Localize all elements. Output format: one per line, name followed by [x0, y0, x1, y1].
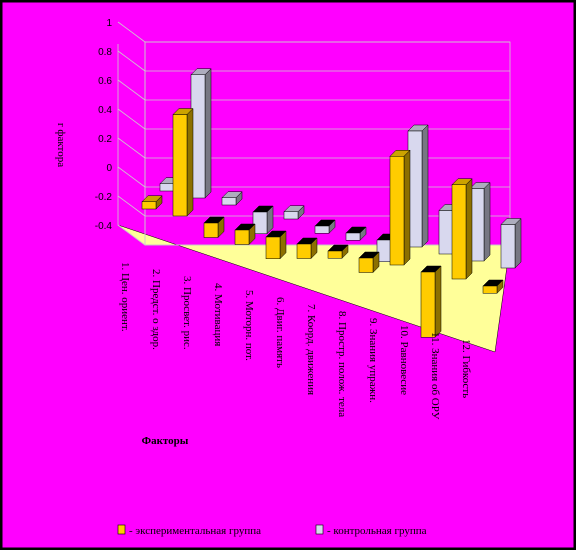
x-tick-label: 8. Простр. полож. тела: [336, 311, 348, 417]
grid-line-side: [117, 166, 146, 188]
legend-label: - экспериментальная группа: [129, 525, 261, 537]
bar: [172, 107, 194, 217]
bar: [221, 191, 243, 206]
bar-front: [500, 224, 516, 269]
bar-front: [314, 225, 330, 234]
bar: [420, 265, 442, 338]
bar: [234, 223, 256, 246]
y-tick-label: 0.2: [98, 134, 112, 145]
bar: [345, 226, 367, 241]
y-tick-label: 0.6: [98, 76, 112, 87]
bar: [141, 195, 163, 210]
y-tick-label: 0.4: [98, 105, 112, 116]
y-axis-label: r фактора: [55, 123, 67, 167]
bar-side: [204, 68, 212, 199]
bar: [314, 219, 336, 234]
bar-front: [358, 257, 374, 273]
bar-front: [159, 183, 175, 192]
x-tick-label: 6. Двиг. память: [274, 297, 286, 368]
bar: [358, 251, 380, 274]
x-tick-label: 5. Моторн. пот.: [243, 290, 255, 361]
bar: [389, 149, 411, 266]
bar-front: [482, 285, 498, 294]
x-tick-label: 2. Предст. о здор.: [150, 269, 162, 350]
legend-swatch: [315, 524, 324, 535]
bar-front: [389, 156, 405, 266]
x-axis-label: Факторы: [142, 435, 189, 447]
grid-line-side: [117, 137, 146, 159]
bar: [283, 205, 305, 220]
grid-line-side: [117, 195, 146, 217]
bar-side: [186, 107, 194, 217]
bar: [327, 244, 349, 259]
grid-line-side: [117, 21, 146, 43]
grid-line-side: [117, 224, 146, 246]
bar: [252, 205, 274, 235]
bar-front: [265, 236, 281, 259]
bar-front: [296, 243, 312, 259]
bar: [296, 237, 318, 260]
grid-line-side: [117, 108, 146, 130]
x-tick-label: 11. Знания об ОРУ: [429, 332, 441, 420]
bar-side: [421, 124, 429, 248]
bar-side: [403, 149, 411, 266]
bar-front: [327, 250, 343, 259]
x-tick-label: 4. Мотивация: [212, 283, 224, 346]
bar-side: [434, 265, 442, 338]
bar-front: [451, 184, 467, 280]
bar-side: [514, 217, 522, 269]
y-tick-label: -0.2: [95, 192, 113, 203]
bar-front: [234, 229, 250, 245]
bar-front: [221, 197, 237, 206]
bar: [190, 68, 212, 199]
grid-line-side: [117, 79, 146, 101]
bar: [469, 181, 491, 262]
bar: [203, 216, 225, 239]
bar-front: [203, 222, 219, 238]
bar: [407, 124, 429, 248]
y-tick-label: -0.4: [95, 221, 113, 232]
bar-front: [141, 201, 157, 210]
x-tick-label: 10. Равновесие: [398, 325, 410, 395]
legend-label: - контрольная группа: [327, 525, 427, 537]
bar: [265, 230, 287, 260]
bar-front: [420, 271, 436, 338]
legend-swatch: [117, 524, 126, 535]
bar-front: [345, 232, 361, 241]
bar: [500, 217, 522, 269]
x-tick-label: 7. Коорд. движения: [305, 304, 317, 395]
bar-front: [252, 211, 268, 234]
bar-front: [283, 211, 299, 220]
x-tick-label: 9. Знания упражн.: [367, 318, 379, 403]
y-tick-label: 0: [106, 163, 112, 174]
x-tick-label: 3. Просвет. рис.: [181, 276, 193, 350]
x-tick-label: 12. Гибкость: [460, 339, 472, 398]
y-tick-label: 1: [106, 18, 112, 29]
bar-side: [465, 178, 473, 280]
bar-front: [172, 114, 188, 217]
bar-side: [483, 181, 491, 262]
bar: [482, 279, 504, 294]
x-tick-label: 1. Цен. ориент.: [119, 262, 131, 332]
y-tick-label: 0.8: [98, 47, 112, 58]
grid-line-side: [117, 50, 146, 72]
bar: [451, 178, 473, 280]
bar-front: [438, 210, 454, 255]
